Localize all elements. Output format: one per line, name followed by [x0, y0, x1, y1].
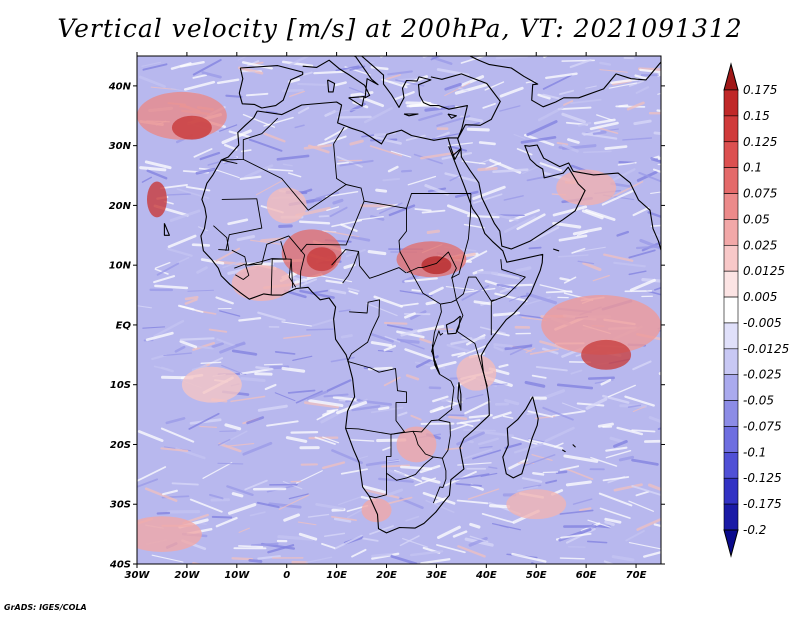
plot-frame	[136, 55, 662, 565]
colorbar-swatch	[723, 374, 739, 401]
colorbar-label: 0.005	[743, 290, 777, 304]
colorbar-swatch	[723, 115, 739, 143]
colorbar-top-arrow	[723, 62, 739, 91]
colorbar-swatch	[723, 193, 739, 220]
colorbar-swatch	[723, 503, 739, 531]
colorbar-label: 0.025	[743, 238, 777, 252]
colorbar-label: 0.175	[743, 83, 777, 97]
colorbar-label: 0.15	[743, 109, 770, 123]
colorbar-swatch	[723, 400, 739, 427]
colorbar-label: 0.05	[743, 212, 770, 226]
colorbar-swatch	[723, 219, 739, 246]
colorbar-swatch	[723, 270, 739, 298]
lon-tick-label: 30W	[125, 570, 151, 581]
lat-tick-label: 40S	[109, 560, 131, 571]
colorbar-swatch	[723, 426, 739, 453]
colorbar-swatch	[723, 141, 739, 168]
colorbar: 0.175 0.15 0.125 0.1 0.075 0.05 0.025 0.0125 0.0…	[723, 62, 789, 558]
lon-tick-label: 0	[283, 570, 290, 581]
lon-tick-label: 50E	[526, 570, 547, 581]
colorbar-swatch	[723, 322, 739, 350]
lat-tick-label: 10S	[110, 380, 131, 391]
lat-tick-label: 30N	[109, 141, 132, 152]
colorbar-swatch	[723, 348, 739, 376]
colorbar-label: -0.175	[743, 497, 782, 511]
map-title: Vertical velocity [m/s] at 200hPa, VT: 2…	[57, 14, 743, 43]
lat-tick-label: 40N	[108, 81, 132, 92]
colorbar-label: -0.125	[743, 471, 782, 485]
colorbar-label: -0.075	[743, 419, 782, 433]
colorbar-label: -0.05	[743, 394, 774, 408]
lon-tick-label: 60E	[576, 570, 597, 581]
colorbar-label: -0.005	[743, 316, 782, 330]
country-boundaries	[163, 56, 661, 534]
colorbar-swatch	[723, 477, 739, 505]
lon-tick-label: 40E	[475, 570, 497, 581]
colorbar-swatch	[723, 89, 739, 117]
colorbar-swatch	[723, 296, 739, 324]
axis-ticks: 30W 20W 10W 0 10E 20E 30E 40E 50E 60E 70E 40N 30N 20N…	[108, 52, 665, 581]
colorbar-label: -0.2	[743, 523, 766, 537]
updraft-regions	[137, 91, 661, 553]
colorbar-label: 0.1	[743, 161, 762, 175]
lat-tick-label: 20S	[110, 440, 131, 451]
lon-tick-label: 20E	[376, 570, 397, 581]
colorbar-label: 0.125	[743, 135, 777, 149]
lon-tick-label: 70E	[626, 570, 647, 581]
colorbar-swatch	[723, 244, 739, 272]
lon-tick-label: 20W	[174, 570, 200, 581]
lat-tick-label: EQ	[116, 320, 132, 331]
colorbar-label: -0.0125	[743, 342, 789, 356]
colorbar-swatch	[723, 452, 739, 479]
colorbar-label: 0.075	[743, 187, 777, 201]
lat-tick-label: 20N	[109, 201, 132, 212]
colorbar-label: -0.1	[743, 445, 766, 459]
grads-credit: GrADS: IGES/COLA	[4, 603, 87, 612]
lat-tick-label: 10N	[109, 261, 132, 272]
colorbar-bottom-arrow	[723, 529, 739, 558]
lat-tick-label: 30S	[110, 500, 131, 511]
lon-tick-label: 10E	[326, 570, 347, 581]
velocity-field	[137, 56, 661, 564]
lon-tick-label: 10W	[224, 570, 250, 581]
lon-tick-label: 30E	[426, 570, 447, 581]
colorbar-label: -0.025	[743, 368, 782, 382]
colorbar-label: 0.0125	[743, 264, 785, 278]
colorbar-swatch	[723, 167, 739, 194]
